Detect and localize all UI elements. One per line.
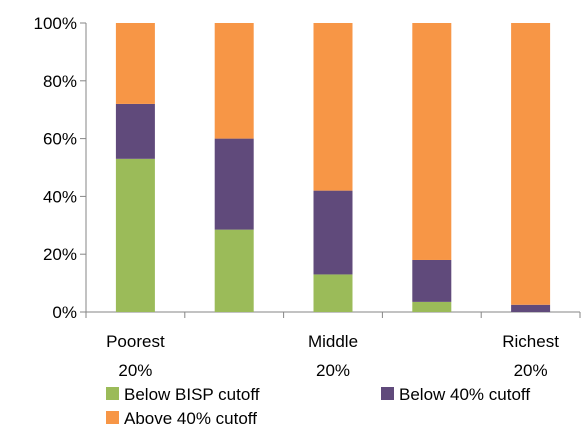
legend-label: Below 40% cutoff [399,385,530,404]
x-category-label: 20% [118,361,152,380]
y-tick-label: 60% [43,130,77,149]
category-labels: Poorest 20% Middle 20% Richest 20% [106,332,559,380]
x-category-label: Richest [502,332,559,351]
y-axis: 0% 20% 40% 60% 80% 100% [34,14,87,322]
legend: Below BISP cutoff Below 40% cutoff Above 4… [106,385,530,428]
x-axis [85,311,581,318]
bar-segment [313,274,353,312]
x-category-label: Poorest [106,332,165,351]
x-category-label: 20% [316,361,350,380]
y-tick-label: 80% [43,72,77,91]
bar-segment [214,138,254,230]
bar-segment [313,23,353,191]
legend-swatch [381,387,394,400]
bars [115,23,551,312]
bar-segment [412,259,452,302]
bar-segment [313,190,353,275]
bar-segment [115,23,155,104]
x-category-label: Middle [308,332,358,351]
y-tick-label: 0% [52,303,77,322]
y-tick-label: 20% [43,245,77,264]
bar-segment [511,23,551,305]
x-category-label: 20% [514,361,548,380]
bar-segment [115,158,155,312]
legend-label: Below BISP cutoff [124,385,260,404]
legend-swatch [106,387,119,400]
y-tick-label: 40% [43,187,77,206]
y-tick-label: 100% [34,14,77,33]
legend-label: Above 40% cutoff [124,409,257,428]
bar-segment [511,304,551,312]
bar-segment [412,301,452,312]
bar-segment [115,103,155,159]
bar-segment [412,23,452,260]
bar-segment [214,23,254,139]
bar-segment [214,229,254,312]
legend-swatch [106,411,119,424]
